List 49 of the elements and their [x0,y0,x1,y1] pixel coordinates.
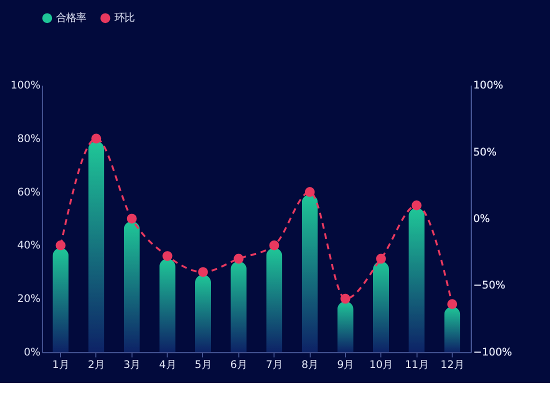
point [126,214,137,224]
x-tick-label: 6月 [230,358,247,371]
bar [444,306,460,352]
x-tick-label: 8月 [301,358,318,371]
point [269,240,280,250]
y2-tick-label: 100% [473,80,504,92]
point [91,134,102,144]
point [447,299,458,310]
x-tick-label: 7月 [266,358,283,371]
point [340,294,350,304]
bar [337,301,354,352]
y2-tick-label: 50% [473,146,497,158]
y-tick-label: 0% [24,346,41,358]
x-tick-label: 2月 [88,358,105,371]
legend-label: 环比 [114,12,134,24]
x-tick-label: 3月 [123,358,140,371]
bar [372,261,390,352]
bar [408,208,425,352]
point [376,254,386,264]
x-tick-label: 4月 [159,358,176,371]
legend-label: 合格率 [56,12,86,24]
y2-tick-label: 0% [473,213,490,226]
bar [230,261,247,352]
y-tick-label: 100% [10,80,41,92]
bar [159,258,176,352]
bar [266,248,282,352]
x-tick-label: 12月 [440,358,464,371]
x-tick-label: 5月 [194,358,212,371]
point [162,251,172,261]
y-tick-label: 60% [17,186,41,198]
bar [302,194,318,352]
bar [195,274,212,352]
y-tick-label: 20% [17,293,41,306]
y-tick-label: 80% [17,132,41,145]
point [198,267,208,277]
x-tick-label: 10月 [369,358,393,371]
point [56,240,66,250]
bar [88,141,104,352]
y2-tick-label: −50% [473,280,506,292]
point [234,254,244,264]
point [304,187,315,197]
bar [124,221,140,352]
y2-tick-label: −100% [473,346,512,358]
point [412,200,422,210]
x-tick-label: 1月 [52,358,69,371]
x-tick-label: 11月 [404,358,428,371]
x-tick-label: 9月 [337,358,354,371]
y-tick-label: 40% [17,240,41,252]
bar [52,248,69,352]
